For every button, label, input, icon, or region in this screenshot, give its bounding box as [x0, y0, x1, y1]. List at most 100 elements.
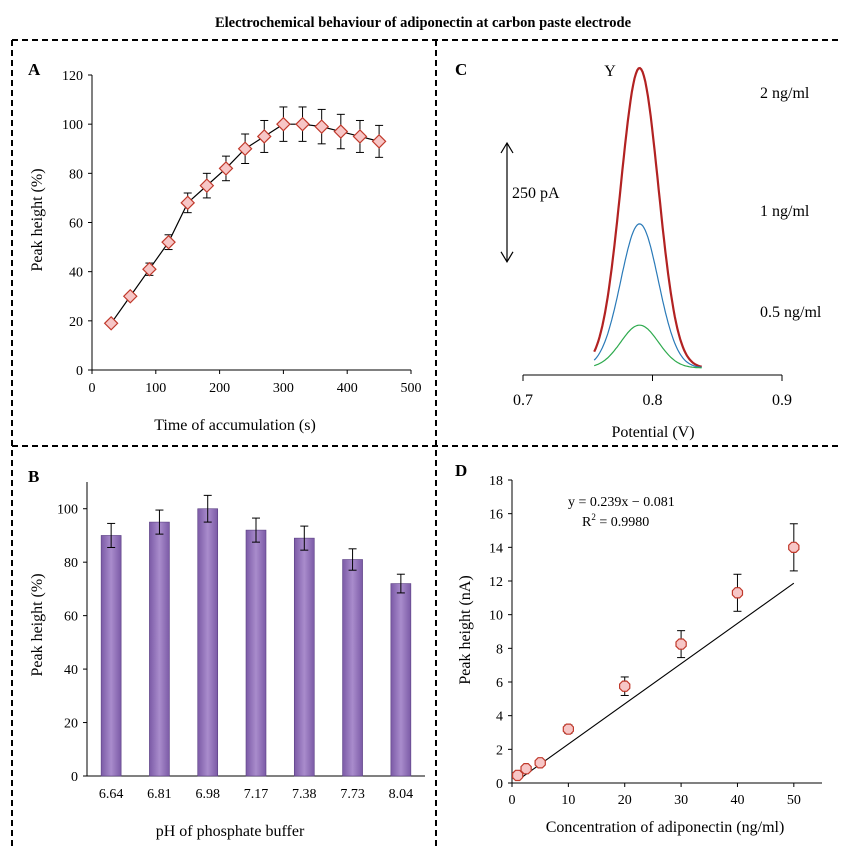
legend-05-ng: 0.5 ng/ml [760, 304, 822, 321]
panel-b-y-tick-label: 60 [64, 610, 78, 625]
panel-d-xlabel: Concentration of adiponectin (ng/ml) [546, 819, 785, 836]
panel-a-chart: Time of accumulation (s) Peak height (%)… [29, 69, 422, 434]
panel-b-category-label: 7.17 [244, 787, 269, 802]
panel-borders [11, 39, 840, 846]
panel-b-bar [197, 508, 219, 777]
panel-b-bar [100, 535, 122, 777]
panel-c-series-curve [593, 223, 702, 368]
panel-d-y-tick-label: 18 [489, 474, 503, 489]
legend-2-ng: 2 ng/ml [760, 85, 810, 102]
panel-d-point [675, 638, 687, 650]
panel-d-y-tick-label: 16 [489, 508, 503, 523]
panel-c-peak-label: Y [604, 63, 616, 80]
panel-a-y-tick-label: 40 [69, 266, 83, 281]
panel-a-y-tick-label: 120 [62, 69, 83, 84]
figure-title: Electrochemical behaviour of adiponectin… [215, 15, 632, 31]
panel-a-point [199, 178, 215, 193]
panel-a-x-tick-label: 500 [401, 381, 422, 396]
panel-b-bar [342, 559, 363, 777]
panel-d-x-tick-label: 20 [618, 793, 632, 808]
panel-b-category-label: 6.64 [99, 787, 124, 802]
panel-a-y-tick-label: 0 [76, 364, 83, 379]
panel-a-y-tick-label: 100 [62, 118, 83, 133]
panel-d-x-tick-label: 50 [787, 793, 801, 808]
panel-c-x-tick-label: 0.7 [513, 392, 533, 409]
panel-c-x-tick-label: 0.9 [772, 392, 792, 409]
fit-equation: y = 0.239x − 0.081 [568, 495, 675, 510]
panel-c-xlabel: Potential (V) [611, 424, 694, 441]
panel-b-category-label: 7.38 [292, 787, 317, 802]
panel-d-x-tick-label: 30 [674, 793, 688, 808]
panel-b-xlabel: pH of phosphate buffer [156, 823, 305, 840]
panel-a-point [180, 195, 196, 211]
panel-a-ylabel: Peak height (%) [29, 168, 46, 271]
panel-a-point [122, 288, 138, 304]
scale-bar-arrow-bottom [500, 251, 514, 263]
fit-r-squared: R2 = 0.9980 [582, 512, 649, 530]
panel-a-y-tick-label: 80 [69, 167, 83, 182]
panel-d-y-tick-label: 2 [496, 743, 503, 758]
panel-c-series-curve [593, 324, 702, 369]
panel-a-x-tick-label: 0 [89, 381, 96, 396]
panel-d-x-tick-label: 0 [509, 793, 516, 808]
panel-label-a: A [28, 60, 41, 79]
panel-d-y-tick-label: 4 [496, 710, 503, 725]
panel-label-d: D [455, 461, 467, 480]
panel-a-point [314, 119, 330, 134]
panel-d-x-tick-label: 40 [730, 793, 744, 808]
panel-d-y-tick-label: 12 [489, 575, 503, 590]
panel-b-y-tick-label: 20 [64, 717, 78, 732]
panel-d-y-tick-label: 6 [496, 676, 503, 691]
panel-d-x-tick-label: 10 [561, 793, 575, 808]
panel-d-y-tick-label: 8 [496, 642, 503, 657]
panel-b-bar [390, 583, 412, 777]
panel-c-chart: Potential (V) Y 250 pA 2 ng/ml 1 ng/ml 0… [500, 63, 822, 441]
legend-1-ng: 1 ng/ml [760, 203, 810, 220]
panel-b-y-tick-label: 100 [57, 503, 78, 518]
panel-a-point [333, 124, 349, 139]
panel-a-point [237, 141, 253, 157]
panel-a-point [161, 234, 176, 250]
panel-d-ylabel: Peak height (nA) [457, 575, 474, 684]
panel-d-point [788, 541, 800, 554]
panel-d-point [520, 762, 532, 775]
panel-a-x-tick-label: 300 [273, 381, 294, 396]
panel-d-y-tick-label: 14 [489, 541, 503, 556]
panel-b-y-tick-label: 40 [64, 663, 78, 678]
panel-a-point [256, 129, 272, 144]
panel-d-chart: Concentration of adiponectin (ng/ml) Pea… [457, 474, 822, 836]
scale-bar-arrow-top [500, 141, 514, 154]
panel-b-chart: pH of phosphate buffer Peak height (%) 0… [29, 482, 425, 840]
panel-a-x-tick-label: 100 [145, 381, 166, 396]
panel-a-x-tick-label: 400 [337, 381, 358, 396]
panel-a-point [295, 116, 310, 132]
panel-b-ylabel: Peak height (%) [29, 573, 46, 676]
panel-d-point [534, 757, 546, 769]
panel-a-y-tick-label: 60 [69, 217, 83, 232]
panel-b-y-tick-label: 80 [64, 556, 78, 571]
panel-b-category-label: 7.73 [340, 787, 365, 802]
panel-a-point [142, 261, 157, 277]
panel-label-c: C [455, 60, 467, 79]
panel-b-bar [245, 529, 267, 777]
panel-c-x-tick-label: 0.8 [643, 392, 663, 409]
panel-b-category-label: 6.81 [147, 787, 172, 802]
panel-a-xlabel: Time of accumulation (s) [154, 417, 316, 434]
panel-a-x-tick-label: 200 [209, 381, 230, 396]
panel-d-y-tick-label: 10 [489, 609, 503, 624]
panel-a-point [371, 134, 387, 149]
panel-d-point [731, 587, 744, 599]
panel-b-y-tick-label: 0 [71, 770, 78, 785]
panel-a-y-tick-label: 20 [69, 315, 83, 330]
panel-d-point [618, 680, 631, 692]
panel-a-point [276, 116, 291, 132]
panel-a-point [218, 161, 234, 176]
panel-b-bar [149, 521, 170, 777]
panel-d-y-tick-label: 0 [496, 777, 503, 792]
panel-a-point [352, 129, 368, 144]
panel-b-bar [293, 537, 315, 777]
panel-c-scale-bar-label: 250 pA [512, 185, 560, 202]
panel-label-b: B [28, 467, 39, 486]
panel-d-fit-line [517, 582, 795, 781]
